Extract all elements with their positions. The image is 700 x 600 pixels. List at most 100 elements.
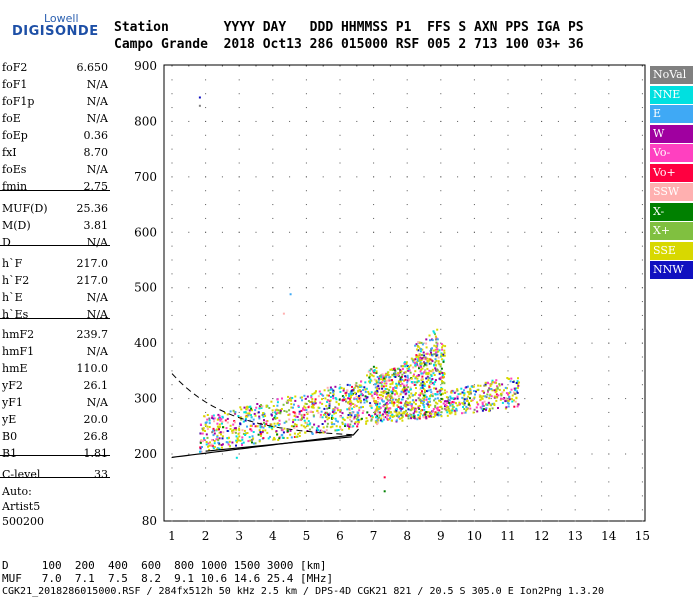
trace-point xyxy=(445,396,448,399)
trace-point xyxy=(418,417,421,420)
grid-dot xyxy=(641,453,643,455)
grid-dot xyxy=(524,65,526,67)
trace-point xyxy=(374,411,376,414)
grid-dot xyxy=(541,273,543,275)
grid-dot xyxy=(507,342,509,344)
grid-dot xyxy=(641,204,643,206)
trace-point xyxy=(254,442,257,445)
trace-point xyxy=(221,435,224,438)
trace-point xyxy=(322,394,325,397)
trace-point xyxy=(218,415,221,418)
grid-dot xyxy=(541,162,543,164)
trace-point xyxy=(404,365,407,368)
trace-point xyxy=(248,413,251,416)
grid-dot xyxy=(423,120,425,122)
trace-point xyxy=(385,391,388,394)
trace-point xyxy=(358,389,361,392)
grid-dot xyxy=(541,411,543,413)
trace-point xyxy=(401,415,404,417)
trace-point xyxy=(362,406,364,408)
grid-dot xyxy=(188,453,190,455)
trace-point xyxy=(242,441,245,444)
trace-point xyxy=(515,390,518,393)
trace-point xyxy=(395,384,398,387)
trace-point xyxy=(200,439,203,442)
grid-dot xyxy=(205,314,207,316)
trace-point xyxy=(359,390,362,393)
trace-point xyxy=(501,383,504,386)
trace-point xyxy=(240,418,243,421)
trace-point xyxy=(422,402,425,405)
grid-dot xyxy=(221,231,223,233)
trace-point xyxy=(300,396,303,399)
trace-point xyxy=(400,365,403,368)
trace-point xyxy=(373,400,376,403)
trace-point xyxy=(270,423,273,426)
trace-point xyxy=(410,388,412,391)
grid-dot xyxy=(473,509,475,511)
trace-point xyxy=(276,417,279,419)
trace-point xyxy=(397,372,400,375)
trace-point xyxy=(482,395,485,398)
trace-point xyxy=(310,405,313,408)
trace-point xyxy=(221,437,224,440)
trace-point xyxy=(297,406,300,408)
trace-point xyxy=(220,433,222,436)
trace-point xyxy=(224,412,226,415)
trace-point xyxy=(323,407,326,410)
trace-point xyxy=(246,432,249,434)
trace-point xyxy=(505,398,508,401)
grid-dot xyxy=(473,93,475,95)
trace-point xyxy=(250,416,253,419)
trace-point xyxy=(414,364,417,367)
trace-point xyxy=(336,429,339,432)
grid-dot xyxy=(272,509,274,511)
trace-point xyxy=(311,400,314,403)
trace-point xyxy=(224,419,227,422)
trace-point xyxy=(438,372,441,375)
trace-point xyxy=(425,415,428,418)
trace-point xyxy=(406,381,409,384)
trace-point xyxy=(265,423,268,426)
trace-point xyxy=(325,415,328,418)
grid-dot xyxy=(373,520,375,522)
trace-point xyxy=(463,411,466,414)
grid-dot xyxy=(608,520,610,522)
trace-point xyxy=(442,360,445,363)
trace-point xyxy=(286,430,289,433)
grid-dot xyxy=(373,259,375,261)
trace-point xyxy=(261,431,264,434)
trace-point xyxy=(380,396,382,399)
grid-dot xyxy=(305,93,307,95)
trace-point xyxy=(390,411,392,414)
trace-point xyxy=(254,425,257,428)
grid-dot xyxy=(541,107,543,109)
trace-point xyxy=(336,407,339,410)
trace-point xyxy=(451,408,454,410)
trace-point xyxy=(449,395,452,398)
grid-dot xyxy=(574,245,576,247)
trace-point xyxy=(350,394,353,397)
grid-dot xyxy=(440,93,442,95)
trace-point xyxy=(221,446,223,449)
grid-dot xyxy=(373,217,375,219)
x-tick-label: 1 xyxy=(168,529,176,543)
grid-dot xyxy=(541,370,543,372)
grid-dot xyxy=(574,231,576,233)
trace-point xyxy=(421,367,424,370)
trace-point xyxy=(462,406,464,408)
grid-dot xyxy=(373,231,375,233)
grid-dot xyxy=(473,520,475,522)
trace-point xyxy=(229,410,232,413)
trace-point xyxy=(453,391,456,394)
trace-point xyxy=(484,384,487,387)
trace-point xyxy=(416,355,419,358)
trace-point xyxy=(232,423,235,426)
grid-dot xyxy=(557,176,559,178)
trace-point xyxy=(413,358,415,361)
trace-point xyxy=(311,398,314,400)
trace-point xyxy=(441,392,444,395)
trace-point xyxy=(441,382,444,385)
grid-dot xyxy=(356,520,358,522)
trace-point xyxy=(332,394,335,397)
